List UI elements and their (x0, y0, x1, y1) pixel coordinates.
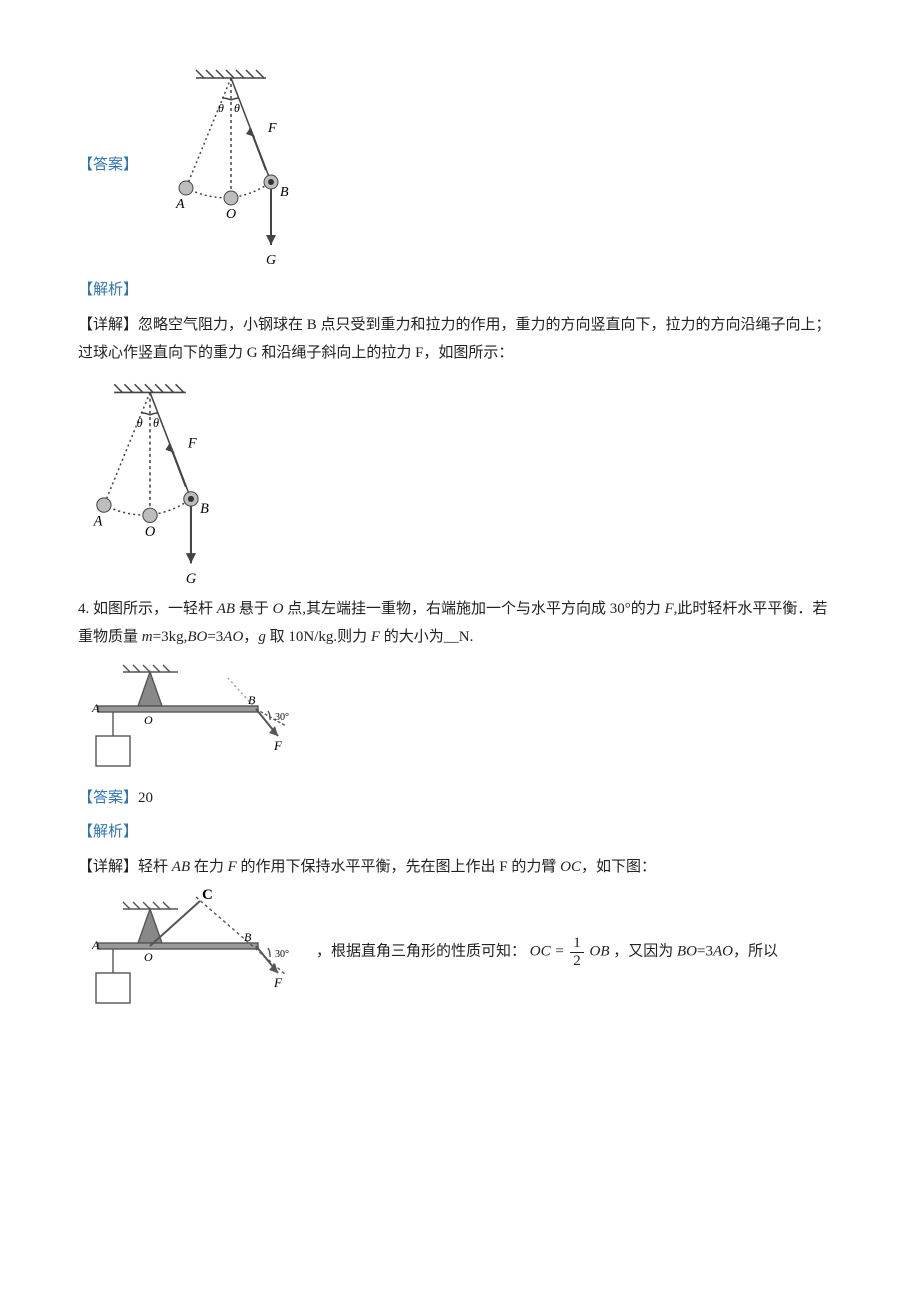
svg-text:O: O (145, 523, 156, 539)
svg-text:G: G (266, 253, 276, 268)
eq-equals: = (554, 943, 568, 959)
question-4: 4. 如图所示，一轻杆 AB 悬于 O 点,其左端挂一重物，右端施加一个与水平方… (78, 595, 842, 652)
concl-eq3: =3 (697, 943, 713, 959)
svg-text:A: A (91, 701, 100, 715)
svg-text:G: G (186, 570, 197, 586)
q4-t1: 4. 如图所示，一轻杆 (78, 601, 217, 617)
q4-eq3: =3 (207, 629, 223, 645)
svg-text:B: B (200, 501, 209, 517)
conclusion-row: A O B C 30° F ，根据直角三角形的性质可知： OC = 1 2 OB… (78, 887, 842, 1017)
detail-para-4: 【详解】轻杆 AB 在力 F 的作用下保持水平平衡，先在图上作出 F 的力臂 O… (78, 853, 842, 882)
q4-bo: BO (187, 629, 207, 645)
conclusion-text: ，根据直角三角形的性质可知： OC = 1 2 OB ，又因为 BO=3AO，所… (316, 935, 778, 969)
detail-text-1: 忽略空气阻力，小钢球在 B 点只受到重力和拉力的作用，重力的方向竖直向下，拉力的… (78, 317, 831, 362)
d4-oc: OC (560, 859, 581, 875)
q4-f: F (664, 601, 673, 617)
svg-text:θ: θ (218, 101, 224, 115)
d4-t4: ，如下图： (581, 859, 656, 875)
svg-text:A: A (91, 938, 100, 952)
d4-f: F (228, 859, 237, 875)
d4-t3: 的作用下保持水平平衡，先在图上作出 F 的力臂 (237, 859, 560, 875)
d4-ab: AB (172, 859, 190, 875)
fraction-half: 1 2 (570, 935, 584, 969)
lever-figure-1: A O B 30° F (78, 658, 298, 778)
concl-ao: AO (713, 943, 733, 959)
svg-text:F: F (187, 435, 197, 451)
pendulum-figure-2: A O B F G θ θ (70, 374, 230, 589)
analysis-label-1: 【解析】 (78, 276, 842, 305)
q4-gt: 取 10N/kg.则力 (266, 629, 371, 645)
svg-text:B: B (280, 185, 289, 200)
svg-text:B: B (244, 930, 252, 944)
answer-label-4: 【答案】 (78, 790, 138, 806)
q4-tail: 的大小为__N. (380, 629, 473, 645)
svg-text:θ: θ (153, 416, 159, 430)
answer-row-1: 【答案】 (78, 60, 842, 270)
q4-t2: 悬于 (235, 601, 273, 617)
svg-text:C: C (202, 887, 213, 903)
concl-pre: ，根据直角三角形的性质可知： (316, 943, 526, 959)
answer-label-1: 【答案】 (78, 151, 138, 180)
d4-t2: 在力 (190, 859, 228, 875)
svg-text:θ: θ (234, 101, 240, 115)
q4-c: ， (243, 629, 258, 645)
q4-g: g (258, 629, 266, 645)
svg-text:30°: 30° (275, 712, 289, 723)
q4-m: m (142, 629, 153, 645)
detail-label-4: 【详解】 (78, 859, 138, 875)
svg-text:F: F (273, 975, 283, 990)
svg-text:O: O (144, 950, 153, 964)
svg-text:A: A (175, 197, 185, 212)
q4-ab: AB (217, 601, 235, 617)
answer-row-4: 【答案】20 (78, 784, 842, 813)
q4-f2: F (371, 629, 380, 645)
svg-text:30°: 30° (275, 949, 289, 960)
svg-text:O: O (144, 713, 153, 727)
analysis-label-4: 【解析】 (78, 818, 842, 847)
concl-mid: ，又因为 (613, 943, 677, 959)
answer-value-4: 20 (138, 790, 153, 806)
eq-oc: OC (530, 943, 551, 959)
d4-t1: 轻杆 (138, 859, 172, 875)
concl-tail: ，所以 (733, 943, 778, 959)
detail-para-1: 【详解】忽略空气阻力，小钢球在 B 点只受到重力和拉力的作用，重力的方向竖直向下… (78, 311, 842, 368)
q4-o: O (273, 601, 284, 617)
svg-text:F: F (273, 738, 283, 753)
q4-ao: AO (223, 629, 243, 645)
svg-text:F: F (267, 121, 277, 136)
eq-ob: OB (589, 943, 609, 959)
svg-text:θ: θ (137, 416, 143, 430)
q4-t3: 点,其左端挂一重物，右端施加一个与水平方向成 30°的力 (283, 601, 664, 617)
svg-text:A: A (93, 513, 103, 529)
q4-eqm: =3kg, (153, 629, 188, 645)
detail-label-1: 【详解】 (78, 317, 138, 333)
svg-text:B: B (248, 693, 256, 707)
pendulum-figure-1: A O B F G θ θ (156, 60, 306, 270)
frac-num: 1 (570, 935, 584, 953)
lever-figure-2: A O B C 30° F (78, 887, 298, 1017)
svg-text:O: O (226, 207, 236, 222)
frac-den: 2 (570, 953, 584, 970)
concl-bo: BO (677, 943, 697, 959)
